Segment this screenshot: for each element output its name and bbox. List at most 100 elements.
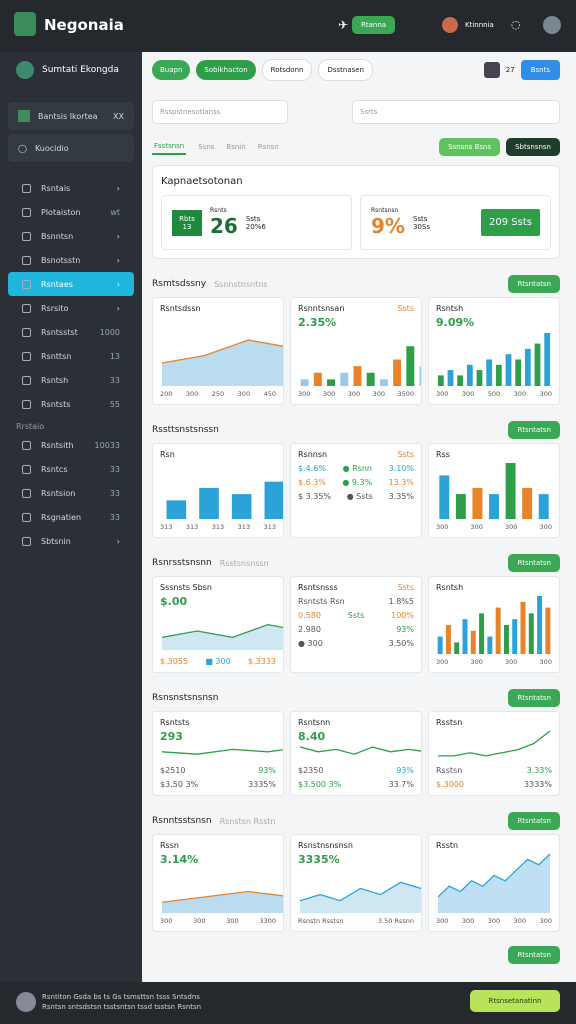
x-tick-label: 300 xyxy=(436,917,449,925)
nav-item[interactable]: Rsntsith 10033 xyxy=(8,433,134,457)
card-title: Rsstn xyxy=(436,841,552,850)
stat-text: 3.50% xyxy=(388,639,414,648)
top-button[interactable]: Bsnts xyxy=(520,60,560,80)
card-title-text: Rsntsdssn xyxy=(160,304,201,313)
nav-label: Rsntcs xyxy=(41,464,68,474)
pin-icon[interactable]: ✈ xyxy=(338,18,349,32)
section-subtitle: Rsstsnsnssn xyxy=(219,558,269,568)
stat-text: ■ 300 xyxy=(205,657,231,666)
card-title: Rsntsnn xyxy=(298,718,414,727)
x-ticks: 300 300 500 300 300 xyxy=(436,390,552,398)
footer-button[interactable]: Rtsnsetanatinn xyxy=(470,990,560,1012)
card-title: Rsn xyxy=(160,450,276,459)
nav-item[interactable]: Rsntsh 33 xyxy=(8,368,134,392)
sidebar-search[interactable]: ◯ Kuocidio xyxy=(8,134,134,162)
kpi-title: Rsnts xyxy=(210,207,227,214)
filter-tab[interactable]: Rsnsn xyxy=(257,143,279,151)
nav-item[interactable]: Rsntaes › xyxy=(8,272,134,296)
brand: Sumtati Ekongda xyxy=(0,52,142,88)
card: Rsntsh 9.09% 300 300 500 300 300 xyxy=(428,297,560,405)
card-title-text: Rss xyxy=(436,450,450,459)
search-icon: ◯ xyxy=(18,143,27,153)
nav-label: Rsgnatien xyxy=(41,512,82,522)
chevron: › xyxy=(116,183,120,193)
filter-button[interactable]: Sbtsnsnsn xyxy=(506,138,560,156)
account[interactable]: Bantsis Ikortea XX xyxy=(8,102,134,130)
filter-tab[interactable]: Fsstsnsn xyxy=(152,139,187,155)
card-title-text: Rsntsh xyxy=(436,583,464,592)
nav-item[interactable]: Bsnotsstn › xyxy=(8,248,134,272)
kpi-small-text: 20%6 xyxy=(245,222,266,231)
search-label: Kuocidio xyxy=(34,143,69,153)
end-button[interactable]: Rtsntatsn xyxy=(508,946,560,964)
nav-item[interactable]: Rsrsito › xyxy=(8,296,134,320)
user-name: Ktinnnia xyxy=(465,21,494,29)
bar xyxy=(505,354,512,386)
bar xyxy=(476,370,483,386)
x-tick-label: 3500 xyxy=(397,390,414,398)
nav-item[interactable]: Rsnttsn 13 xyxy=(8,344,134,368)
stat-row: Rsntsts Rsn 1.8%5 xyxy=(298,597,414,606)
mini-chart xyxy=(439,463,549,519)
profile[interactable] xyxy=(543,16,561,34)
section-button[interactable]: Rtsntatsn xyxy=(508,421,560,439)
stat-row: 0.580 Ssts 100% xyxy=(298,611,414,620)
nav-label: Rsntsh xyxy=(41,375,69,385)
top-tab[interactable]: Buapn xyxy=(152,60,191,80)
stat-text: $ 3.35% xyxy=(298,492,332,501)
mini-chart xyxy=(161,748,283,755)
section-button[interactable]: Rtsntatsn xyxy=(508,554,560,572)
section-button[interactable]: Rtsntatsn xyxy=(508,275,560,293)
x-tick-label: 300 xyxy=(185,390,199,398)
section-subtitle: Rsnstsn Rsstn xyxy=(219,816,276,826)
kpi-main: Rsntsnsn 9% xyxy=(371,207,405,238)
bar xyxy=(524,348,531,386)
stat-row: $3.50 3% 3335% xyxy=(160,780,276,789)
nav-item[interactable]: Rsgnatien 33 xyxy=(8,505,134,529)
avatar[interactable] xyxy=(442,17,458,33)
filter-button[interactable]: Ssnsns Bsns xyxy=(439,138,501,156)
end-row: Rtsntatsn xyxy=(152,942,560,964)
x-tick-label: 300 xyxy=(436,523,449,531)
stat-text: $.3000 xyxy=(436,780,464,789)
nav-item[interactable]: Bsnntsn › xyxy=(8,224,134,248)
mini-chart xyxy=(438,730,551,757)
bar xyxy=(544,333,551,386)
card-value: $.00 xyxy=(160,595,188,608)
nav-item[interactable]: Rsntais › xyxy=(8,176,134,200)
chevron: › xyxy=(116,303,120,313)
section-button[interactable]: Rtsntatsn xyxy=(508,812,560,830)
card-title-text: Rsn xyxy=(160,450,175,459)
mini-chart xyxy=(300,346,421,386)
nav-icon xyxy=(22,207,31,217)
top-tab[interactable]: Dsstnasen xyxy=(318,59,374,81)
search-right[interactable]: Ssrts xyxy=(352,100,560,124)
card-tag: Ssts xyxy=(397,304,414,313)
card: Sssnsts Sbsn $.00 $.3055 ■ 300 $.3333 xyxy=(152,576,284,673)
filter-tab[interactable]: Ssns xyxy=(198,143,215,151)
bar xyxy=(512,619,518,654)
nav-item[interactable]: Sbtsnin › xyxy=(8,529,134,553)
nav-item[interactable]: Rsntsstst 1000 xyxy=(8,320,134,344)
card: Rsntsts 293 $2510 93% $3.50 3% 3335% xyxy=(152,711,284,796)
stat-text: Ssts xyxy=(347,611,365,620)
stat-text: Rsstsn xyxy=(436,766,463,775)
card-value: 293 xyxy=(160,730,183,743)
stat-text: $3.500 3% xyxy=(298,780,342,789)
x-tick-label: 300 xyxy=(539,390,552,398)
nav-icon xyxy=(22,279,31,289)
filter-tab[interactable]: Bsnin xyxy=(226,143,246,151)
nav-item[interactable]: Plotaiston wt xyxy=(8,200,134,224)
nav-item[interactable]: Rsntsts 55 xyxy=(8,392,134,416)
header-button[interactable]: Rtanna xyxy=(352,16,396,34)
nav-item[interactable]: Rsntsion 33 xyxy=(8,481,134,505)
top-tab[interactable]: Sobikhacton xyxy=(196,60,256,80)
bell-icon[interactable]: ◌ xyxy=(511,18,521,31)
search-left[interactable]: Rsspstnesotianss xyxy=(152,100,288,124)
chart-area xyxy=(160,866,283,915)
card-row: Rsn 313 313 313 313 313 Rsnnsn Ssts $.4.6% ● Rsnn… xyxy=(152,443,560,538)
nav-item[interactable]: Rsntcs 33 xyxy=(8,457,134,481)
card-title-text: Sssnsts Sbsn xyxy=(160,583,212,592)
section-button[interactable]: Rtsntatsn xyxy=(508,689,560,707)
top-tab[interactable]: Rotsdonn xyxy=(261,59,313,81)
